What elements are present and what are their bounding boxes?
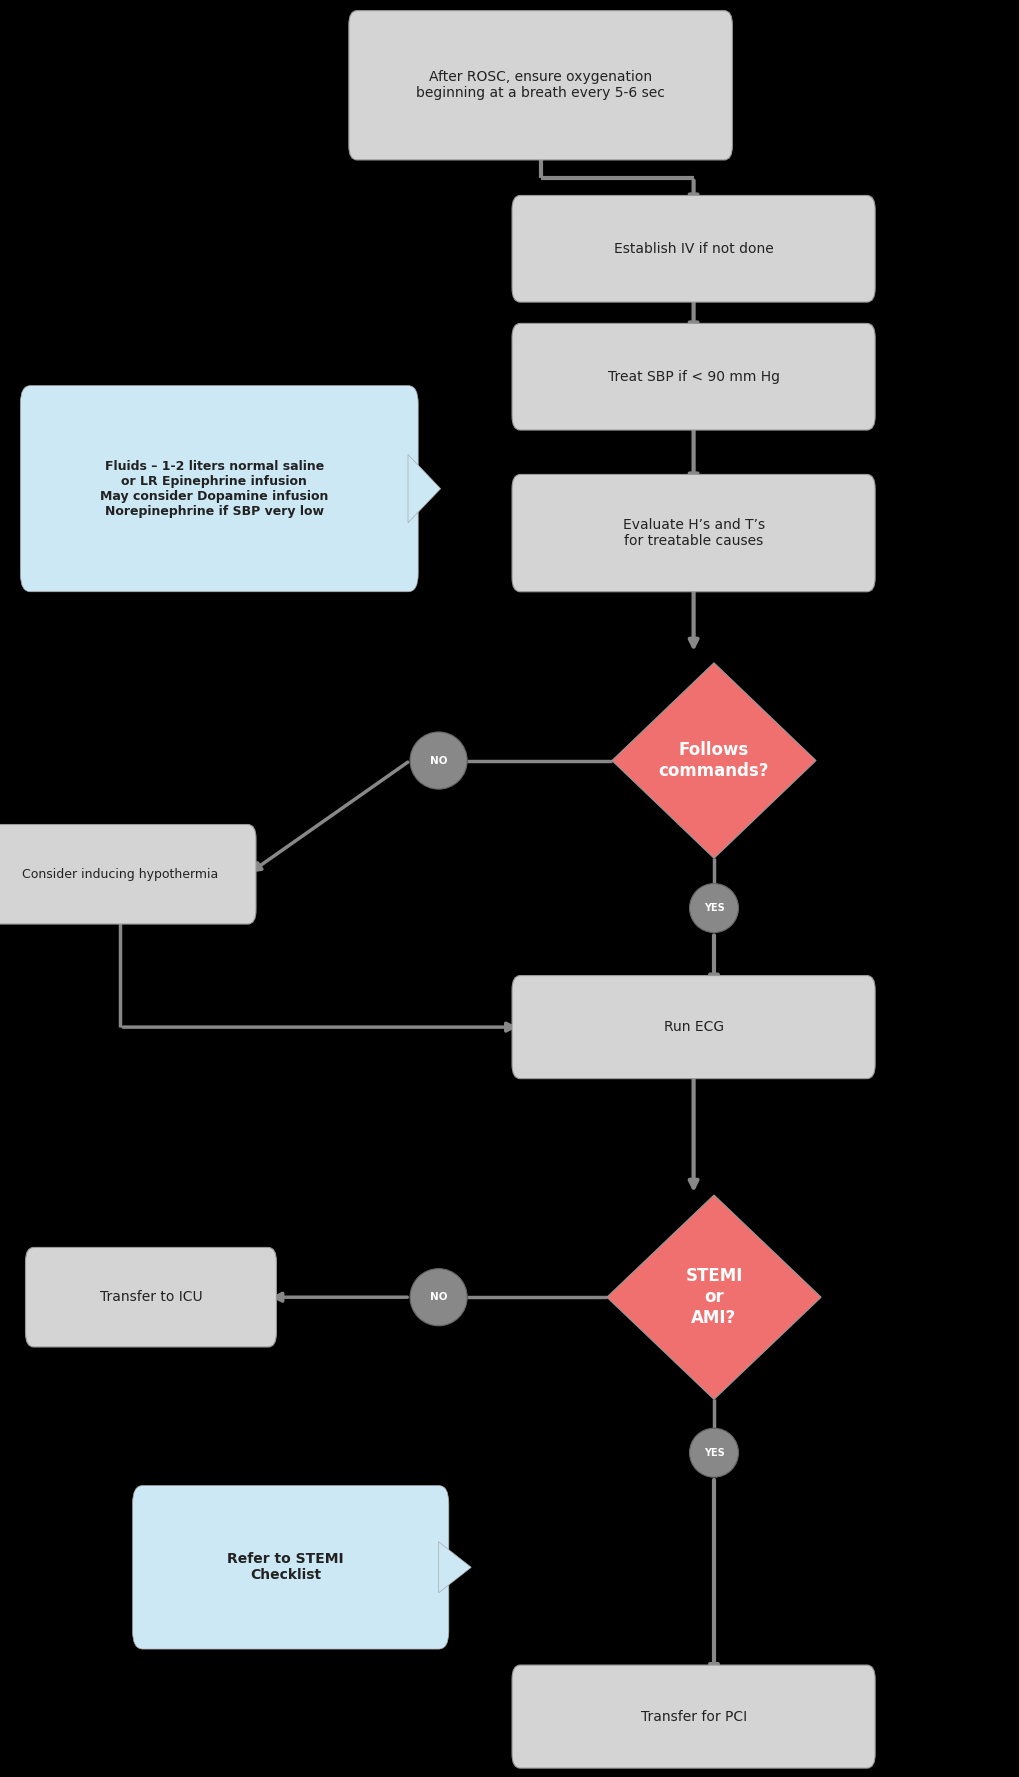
FancyBboxPatch shape xyxy=(25,1247,276,1347)
Text: Treat SBP if < 90 mm Hg: Treat SBP if < 90 mm Hg xyxy=(607,370,779,384)
Text: NO: NO xyxy=(429,755,447,766)
Text: Transfer to ICU: Transfer to ICU xyxy=(100,1290,202,1304)
Polygon shape xyxy=(438,1542,471,1592)
Polygon shape xyxy=(408,455,440,522)
Ellipse shape xyxy=(689,883,738,933)
FancyBboxPatch shape xyxy=(512,474,874,592)
FancyBboxPatch shape xyxy=(512,195,874,302)
Text: STEMI
or
AMI?: STEMI or AMI? xyxy=(685,1267,742,1327)
Text: Evaluate H’s and T’s
for treatable causes: Evaluate H’s and T’s for treatable cause… xyxy=(622,519,764,547)
Text: NO: NO xyxy=(429,1292,447,1303)
Polygon shape xyxy=(611,663,815,858)
Ellipse shape xyxy=(410,1269,467,1326)
Text: Refer to STEMI
Checklist: Refer to STEMI Checklist xyxy=(227,1553,343,1582)
FancyBboxPatch shape xyxy=(512,976,874,1079)
Text: After ROSC, ensure oxygenation
beginning at a breath every 5-6 sec: After ROSC, ensure oxygenation beginning… xyxy=(416,71,664,100)
FancyBboxPatch shape xyxy=(132,1486,448,1649)
FancyBboxPatch shape xyxy=(20,386,418,592)
Text: Fluids – 1-2 liters normal saline
or LR Epinephrine infusion
May consider Dopami: Fluids – 1-2 liters normal saline or LR … xyxy=(100,460,328,517)
Ellipse shape xyxy=(689,1429,738,1477)
Text: YES: YES xyxy=(703,1448,723,1457)
Ellipse shape xyxy=(410,732,467,789)
Polygon shape xyxy=(606,1194,820,1400)
FancyBboxPatch shape xyxy=(0,825,256,924)
FancyBboxPatch shape xyxy=(512,323,874,430)
FancyBboxPatch shape xyxy=(512,1665,874,1768)
Text: Establish IV if not done: Establish IV if not done xyxy=(613,242,772,256)
Text: Transfer for PCI: Transfer for PCI xyxy=(640,1709,746,1724)
Text: Run ECG: Run ECG xyxy=(663,1020,722,1034)
Text: Follows
commands?: Follows commands? xyxy=(658,741,768,780)
Text: Consider inducing hypothermia: Consider inducing hypothermia xyxy=(22,867,218,881)
Text: YES: YES xyxy=(703,903,723,913)
FancyBboxPatch shape xyxy=(348,11,732,160)
